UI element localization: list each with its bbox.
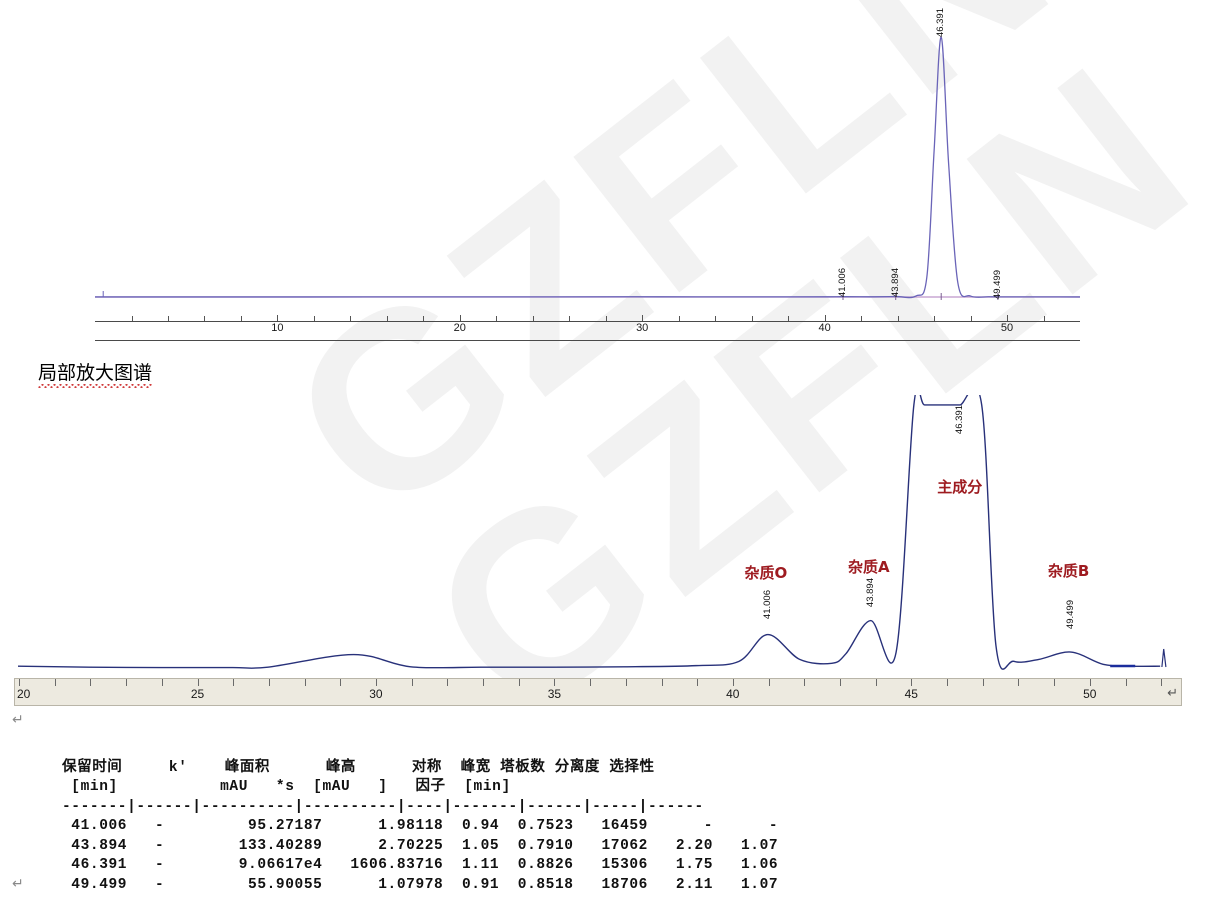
axis-tick-minor: [1089, 679, 1091, 686]
axis-tick-label: 20: [17, 687, 31, 701]
axis-tick-minor: [788, 316, 790, 321]
zoomed-chromatogram-xaxis: 20 25 30 35 40 45 50 ↵: [14, 678, 1182, 706]
axis-tick-minor: [1043, 316, 1045, 321]
axis-tick-minor: [1125, 679, 1127, 686]
peak-label-49.499: 49.499: [991, 270, 1003, 300]
axis-tick-minor: [947, 679, 948, 686]
axis-tick-label: 35: [547, 687, 562, 701]
axis-tick-major: [642, 315, 644, 321]
axis-tick-minor: [861, 316, 863, 321]
axis-tick-minor: [532, 316, 534, 321]
axis-tick-minor: [447, 679, 449, 686]
axis-tick-label: 30: [369, 687, 383, 701]
axis-tick-major: [459, 315, 461, 321]
zoomed-chromatogram: 杂质O 杂质A 主成分杂质B 41.006 43.894 46.391 49.499 20…: [0, 385, 1222, 710]
axis-tick-minor: [411, 679, 413, 686]
axis-tick-minor: [768, 679, 770, 686]
axis-tick-label: 50: [1000, 322, 1014, 334]
peak-label-49.499: 49.499: [1064, 600, 1076, 630]
axis-tick-label: 25: [190, 687, 205, 701]
axis-tick-minor: [168, 316, 169, 321]
axis-tick-minor: [678, 316, 680, 321]
axis-tick-label: 40: [726, 687, 740, 701]
axis-tick-minor: [751, 316, 753, 321]
axis-tick-minor: [970, 316, 972, 321]
axis-tick-minor: [90, 679, 92, 686]
peak-label-46.391: 46.391: [935, 8, 947, 38]
axis-tick-label: 10: [271, 322, 284, 334]
full-chromatogram-svg: [94, 36, 1081, 300]
axis-tick-minor: [240, 316, 242, 321]
axis-tick-label: 40: [818, 322, 831, 334]
axis-tick-minor: [1054, 679, 1056, 686]
axis-tick-minor: [1161, 679, 1163, 686]
axis-tick-minor: [268, 679, 270, 686]
axis-rule-upper: [95, 321, 1080, 322]
peak-label-43.894: 43.894: [889, 268, 901, 298]
axis-tick-minor: [934, 316, 936, 321]
axis-tick-label: 50: [1083, 687, 1097, 701]
zoomed-chromatogram-svg: [17, 385, 1167, 670]
annotation-主成分: 主成分: [937, 478, 983, 497]
axis-tick-minor: [375, 679, 377, 686]
full-chromatogram: 10 20 30 40 50 41.006 43.894 46.391 49.499: [0, 0, 1222, 345]
axis-tick-minor: [161, 679, 163, 686]
annotation-杂质B: 杂质B: [1047, 562, 1090, 581]
axis-tick-minor: [661, 679, 663, 686]
axis-tick-major: [1007, 315, 1008, 321]
paragraph-mark-icon: ↵: [12, 712, 24, 728]
axis-tick-minor: [496, 316, 498, 321]
axis-tick-minor: [313, 316, 315, 321]
peak-label-46.391: 46.391: [953, 405, 965, 435]
zoomed-chromatogram-plot: [17, 385, 1178, 677]
full-chromatogram-plot: [94, 0, 1081, 305]
axis-tick-minor: [732, 679, 734, 686]
axis-tick-minor: [897, 316, 899, 321]
axis-tick-minor: [423, 316, 425, 321]
annotation-杂质A: 杂质A: [848, 558, 890, 577]
annotation-杂质O: 杂质O: [744, 563, 788, 582]
axis-tick-label: 20: [453, 322, 466, 334]
axis-rule-lower: [95, 340, 1080, 341]
axis-tick-label: 30: [636, 322, 649, 334]
axis-tick-minor: [697, 679, 699, 686]
peak-label-41.006: 41.006: [761, 590, 773, 620]
peak-label-43.894: 43.894: [864, 578, 876, 608]
axis-tick-minor: [590, 679, 592, 686]
peak-label-41.006: 41.006: [836, 268, 848, 298]
axis-tick-minor: [386, 316, 388, 321]
axis-tick-minor: [197, 679, 199, 686]
axis-tick-label: 45: [904, 687, 918, 701]
axis-tick-minor: [554, 679, 556, 686]
full-chromatogram-xaxis: 10 20 30 40 50: [95, 309, 1080, 343]
axis-tick-minor: [875, 679, 877, 686]
axis-tick-minor: [715, 316, 717, 321]
paragraph-mark-icon: ↵: [12, 876, 24, 892]
axis-tick-major: [824, 315, 826, 321]
axis-tick-minor: [911, 679, 913, 686]
axis-tick-minor: [204, 316, 206, 321]
axis-tick-minor: [19, 679, 20, 686]
axis-tick-minor: [233, 679, 235, 686]
axis-tick-minor: [126, 679, 128, 686]
axis-tick-minor: [350, 316, 352, 321]
axis-tick-minor: [569, 316, 571, 321]
axis-tick-minor: [304, 679, 306, 686]
axis-tick-minor: [839, 679, 841, 686]
axis-end-icon: ↵: [1167, 685, 1178, 700]
axis-tick-minor: [605, 316, 607, 321]
axis-tick-minor: [804, 679, 806, 686]
axis-tick-major: [277, 315, 279, 321]
axis-tick-minor: [1018, 679, 1020, 686]
axis-tick-minor: [982, 679, 984, 686]
axis-tick-minor: [54, 679, 56, 686]
axis-tick-minor: [340, 679, 342, 686]
page-title: 局部放大图谱: [38, 358, 153, 388]
peak-report-table: 保留时间 k' 峰面积 峰高 对称 峰宽 塔板数 分离度 选择性 [min] m…: [62, 759, 779, 893]
axis-tick-minor: [483, 679, 484, 686]
axis-tick-minor: [518, 679, 520, 686]
axis-tick-minor: [131, 316, 133, 321]
axis-tick-minor: [625, 679, 627, 686]
